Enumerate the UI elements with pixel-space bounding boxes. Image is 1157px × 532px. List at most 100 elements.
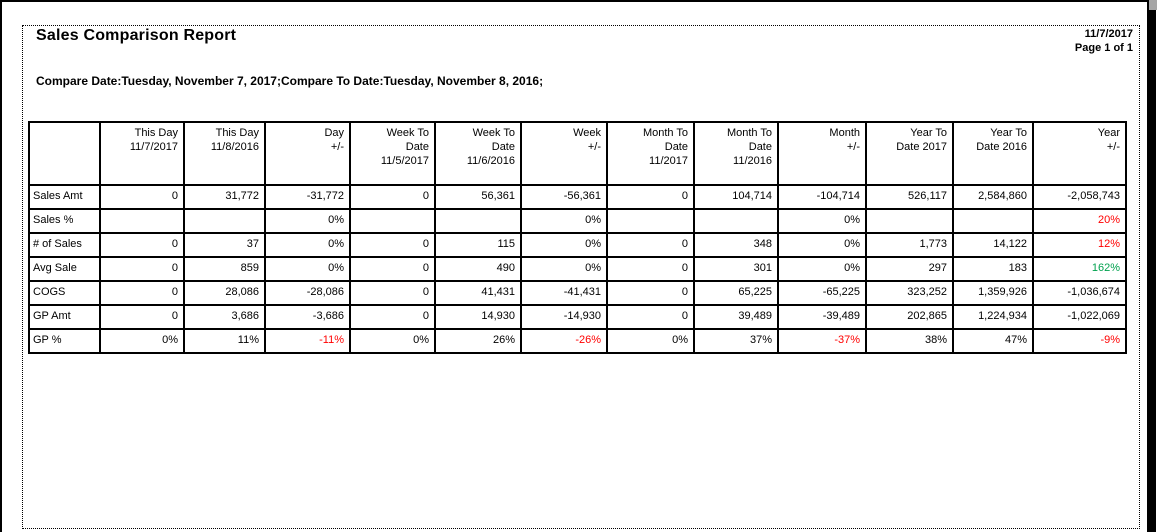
table-cell: 104,714 <box>693 184 779 210</box>
table-header: This Day 11/7/2017 This Day 11/8/2016 Day … <box>28 121 1127 186</box>
table-cell: -2,058,743 <box>1032 184 1127 210</box>
table-cell: -26% <box>520 328 608 354</box>
column-header: Week To Date 11/6/2016 <box>434 121 522 186</box>
table-cell: 0% <box>777 232 867 258</box>
compare-dates-line: Compare Date:Tuesday, November 7, 2017;C… <box>36 74 544 88</box>
table-cell: 14,930 <box>434 304 522 330</box>
table-cell: 0 <box>606 280 695 306</box>
column-header: Month To Date 11/2016 <box>693 121 779 186</box>
table-cell: 0% <box>777 256 867 282</box>
table-cell: 0% <box>520 232 608 258</box>
table-cell: -1,022,069 <box>1032 304 1127 330</box>
table-cell: 37% <box>693 328 779 354</box>
table-body: Sales Amt 0 31,772 -31,772 0 56,361 -56,361 0 10… <box>28 184 1127 354</box>
table-cell: 3,686 <box>183 304 266 330</box>
table-cell: 1,224,934 <box>952 304 1034 330</box>
table-cell: 0% <box>606 328 695 354</box>
table-cell: 38% <box>865 328 954 354</box>
table-cell: -28,086 <box>264 280 351 306</box>
table-row: GP % 0% 11% -11% 0% 26% -26% 0% 37% -37% 38% 47% -9% <box>28 328 1127 354</box>
table-row: Sales % 0% 0% 0% 20% <box>28 208 1127 234</box>
table-cell: -11% <box>264 328 351 354</box>
column-header: Day +/- <box>264 121 351 186</box>
table-cell: 348 <box>693 232 779 258</box>
row-label: COGS <box>28 280 101 306</box>
table-cell: -65,225 <box>777 280 867 306</box>
table-cell: 859 <box>183 256 266 282</box>
table-cell: 1,773 <box>865 232 954 258</box>
table-cell: 301 <box>693 256 779 282</box>
column-header: This Day 11/7/2017 <box>99 121 185 186</box>
table-cell: 0 <box>349 256 436 282</box>
table-cell: 0 <box>606 184 695 210</box>
table-cell: 0 <box>349 304 436 330</box>
window-frame-right-cap <box>1149 0 1157 10</box>
table-cell: 162% <box>1032 256 1127 282</box>
table-cell: 323,252 <box>865 280 954 306</box>
table-cell <box>183 208 266 234</box>
table-cell: 2,584,860 <box>952 184 1034 210</box>
table-row: COGS 0 28,086 -28,086 0 41,431 -41,431 0 65,225-… <box>28 280 1127 306</box>
table-cell: -39,489 <box>777 304 867 330</box>
table-cell: 14,122 <box>952 232 1034 258</box>
column-header: Week +/- <box>520 121 608 186</box>
table-cell: 39,489 <box>693 304 779 330</box>
table-cell <box>865 208 954 234</box>
column-header: Week To Date 11/5/2017 <box>349 121 436 186</box>
table-cell: 47% <box>952 328 1034 354</box>
table-cell: -104,714 <box>777 184 867 210</box>
table-cell: 202,865 <box>865 304 954 330</box>
table-cell <box>693 208 779 234</box>
table-row: Avg Sale 0 859 0% 0 490 0% 0 301 0% 297 183 162% <box>28 256 1127 282</box>
table-cell: 490 <box>434 256 522 282</box>
row-label: Avg Sale <box>28 256 101 282</box>
table-cell: 31,772 <box>183 184 266 210</box>
table-cell: 0% <box>264 208 351 234</box>
table-cell: 0% <box>264 232 351 258</box>
column-header: This Day 11/8/2016 <box>183 121 266 186</box>
table-row: # of Sales 0 37 0% 0 115 0% 0 348 0% 1,773 14,122 12… <box>28 232 1127 258</box>
table-cell: 0% <box>349 328 436 354</box>
sales-comparison-table: This Day 11/7/2017 This Day 11/8/2016 Day … <box>28 121 1127 354</box>
table-cell: 0 <box>349 232 436 258</box>
table-cell: -31,772 <box>264 184 351 210</box>
table-cell: 65,225 <box>693 280 779 306</box>
table-cell: 0 <box>99 280 185 306</box>
column-header: Year +/- <box>1032 121 1127 186</box>
table-cell: 0 <box>606 256 695 282</box>
table-cell: -41,431 <box>520 280 608 306</box>
table-header-row: This Day 11/7/2017 This Day 11/8/2016 Day … <box>28 121 1127 186</box>
table-row: GP Amt 0 3,686 -3,686 0 14,930 -14,930 0 39,489-… <box>28 304 1127 330</box>
table-cell: 1,359,926 <box>952 280 1034 306</box>
table-cell: 0 <box>349 280 436 306</box>
window-frame-right <box>1147 0 1156 532</box>
table-cell: 0 <box>606 304 695 330</box>
table-cell: 0 <box>99 256 185 282</box>
table-cell: 0 <box>606 232 695 258</box>
report-title: Sales Comparison Report <box>36 27 237 44</box>
table-cell <box>99 208 185 234</box>
row-label: GP % <box>28 328 101 354</box>
table-cell: -9% <box>1032 328 1127 354</box>
table-cell: -1,036,674 <box>1032 280 1127 306</box>
table-cell: 0% <box>520 208 608 234</box>
table-cell: 115 <box>434 232 522 258</box>
column-header: Year To Date 2017 <box>865 121 954 186</box>
table-cell: 297 <box>865 256 954 282</box>
column-header: Month To Date 11/2017 <box>606 121 695 186</box>
table-row: Sales Amt 0 31,772 -31,772 0 56,361 -56,361 0 10… <box>28 184 1127 210</box>
table-cell: 0 <box>99 184 185 210</box>
table-cell: 0% <box>777 208 867 234</box>
report-header-right: 11/7/2017 Page 1 of 1 <box>1075 27 1133 55</box>
table-cell: 41,431 <box>434 280 522 306</box>
table-cell: 526,117 <box>865 184 954 210</box>
report-page-number: Page 1 of 1 <box>1074 42 1133 54</box>
row-label: # of Sales <box>28 232 101 258</box>
table-cell: 0 <box>99 232 185 258</box>
table-cell: -14,930 <box>520 304 608 330</box>
table-cell: 20% <box>1032 208 1127 234</box>
row-label: GP Amt <box>28 304 101 330</box>
table-cell: 26% <box>434 328 522 354</box>
table-cell: -56,361 <box>520 184 608 210</box>
table-cell: 37 <box>183 232 266 258</box>
